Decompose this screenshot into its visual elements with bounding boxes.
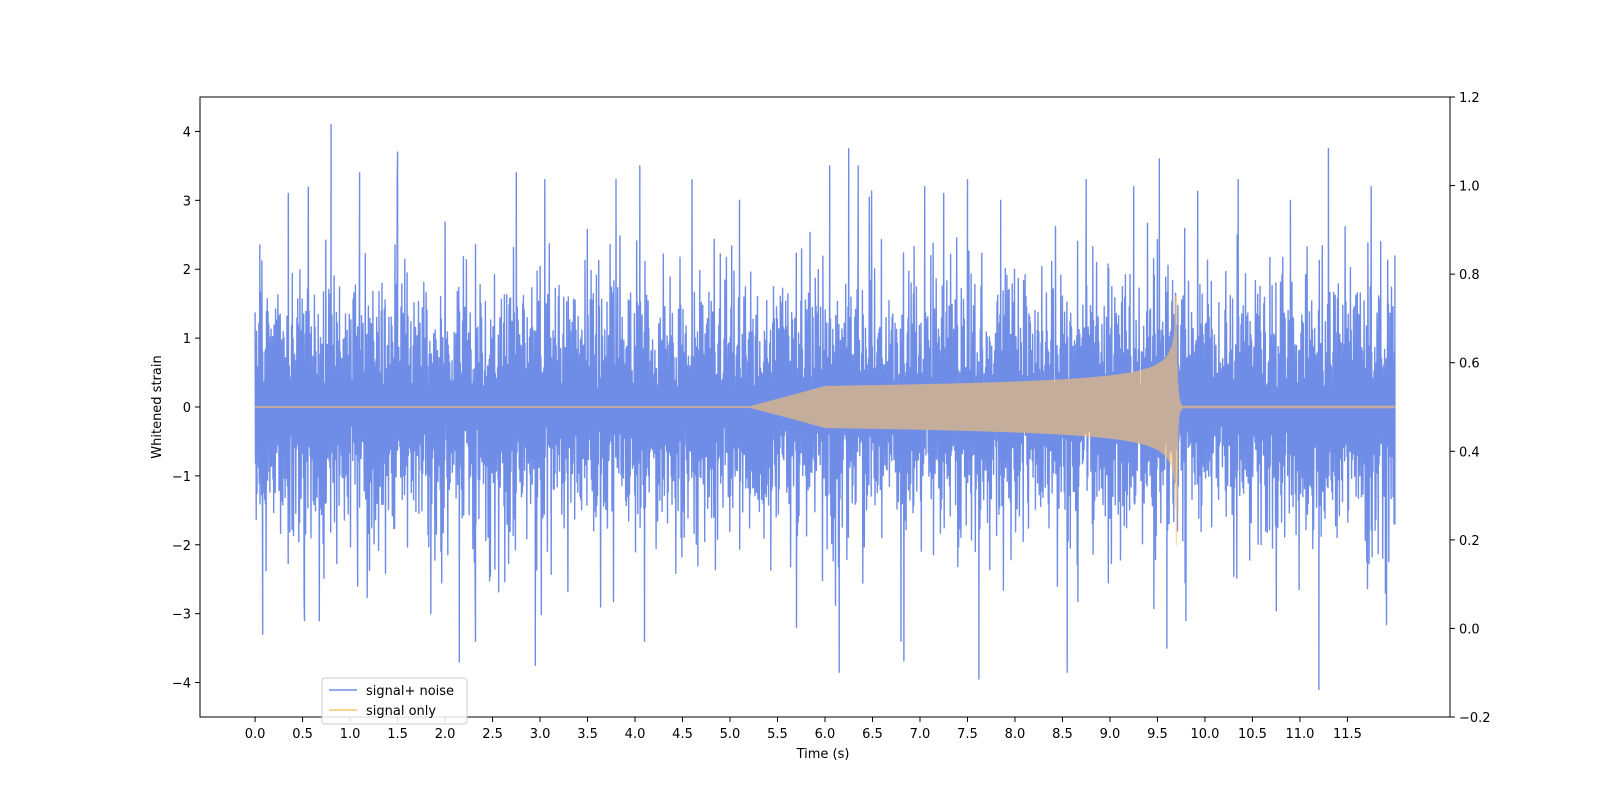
y-tick-label-2: 2 [183, 263, 191, 278]
y2-tick-label-0-2: −0.2 [1459, 711, 1491, 726]
x-tick-label-8-5: 8.5 [1052, 727, 1073, 742]
y-tick-label-3: −3 [172, 608, 191, 623]
x-tick-label-9-0: 9.0 [1100, 727, 1121, 742]
y-tick-label-1: 1 [183, 332, 191, 347]
y2-tick-label-1: 1.0 [1459, 180, 1480, 195]
x-tick-label-6-5: 6.5 [862, 727, 883, 742]
x-tick-label-2-5: 2.5 [482, 727, 503, 742]
x-tick-label-7-5: 7.5 [957, 727, 978, 742]
y2-tick-label-0-2: 0.2 [1459, 534, 1480, 549]
x-tick-label-4-0: 4.0 [625, 727, 646, 742]
series-signal-noise [254, 123, 1396, 691]
y-tick-label-3: 3 [183, 194, 191, 209]
x-axis: 0.0 0.5 1.0 1.5 2.0 2.5 3.0 3.5 4.0 4.5 5.0 5.5 6.0 6… [245, 717, 1362, 742]
y2-tick-label-1-2: 1.2 [1459, 91, 1480, 106]
x-tick-label-10-0: 10.0 [1190, 727, 1219, 742]
x-axis-label: Time (s) [796, 747, 850, 762]
x-tick-label-6-0: 6.0 [815, 727, 836, 742]
y2-tick-label-0: 0.0 [1459, 622, 1480, 637]
x-tick-label-0-0: 0.0 [245, 727, 266, 742]
y2-tick-label-0-8: 0.8 [1459, 268, 1480, 283]
y-axis-left: −4 −3 −2 −1 0 1 2 3 4 [172, 125, 200, 692]
x-tick-label-4-5: 4.5 [672, 727, 693, 742]
series-signal-only [254, 296, 1396, 546]
x-tick-label-3-0: 3.0 [530, 727, 551, 742]
y2-tick-label-0-6: 0.6 [1459, 357, 1480, 372]
y2-tick-label-0-4: 0.4 [1459, 445, 1480, 460]
y-tick-label-0: 0 [183, 401, 191, 416]
y-tick-label-4: 4 [183, 125, 191, 140]
y-tick-label-1: −1 [172, 470, 191, 485]
legend-box [321, 677, 468, 725]
series-layer [254, 123, 1396, 691]
legend: signal+ noise signal only [321, 677, 468, 725]
x-tick-label-5-5: 5.5 [767, 727, 788, 742]
x-tick-label-5-0: 5.0 [720, 727, 741, 742]
x-tick-label-8-0: 8.0 [1005, 727, 1026, 742]
x-tick-label-0-5: 0.5 [292, 727, 313, 742]
x-tick-label-11-0: 11.0 [1285, 727, 1314, 742]
x-tick-label-3-5: 3.5 [577, 727, 598, 742]
legend-label-signal-noise: signal+ noise [366, 684, 454, 699]
y-tick-label-2: −2 [172, 539, 191, 554]
x-tick-label-7-0: 7.0 [910, 727, 931, 742]
y-tick-label-4: −4 [172, 677, 191, 692]
y-axis-right: −0.2 0.0 0.2 0.4 0.6 0.8 1.0 1.2 [1450, 91, 1491, 726]
legend-label-signal-only: signal only [366, 704, 436, 719]
x-tick-label-10-5: 10.5 [1238, 727, 1267, 742]
x-tick-label-1-5: 1.5 [387, 727, 408, 742]
y-axis-label: Whitened strain [150, 355, 165, 458]
x-tick-label-11-5: 11.5 [1333, 727, 1362, 742]
x-tick-label-2-0: 2.0 [435, 727, 456, 742]
x-tick-label-9-5: 9.5 [1147, 727, 1168, 742]
x-tick-label-1-0: 1.0 [340, 727, 361, 742]
